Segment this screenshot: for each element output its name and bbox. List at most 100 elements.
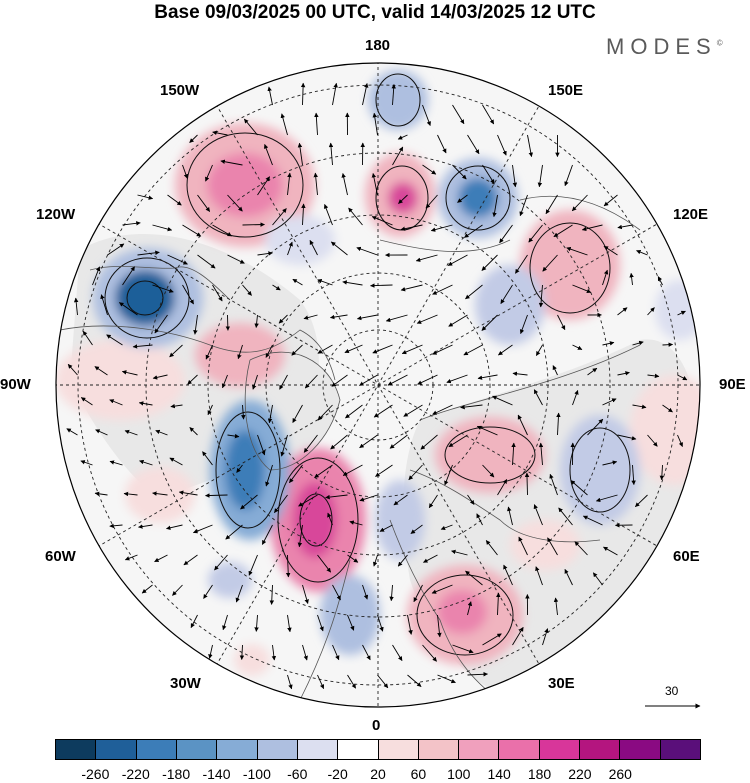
wind-arrow xyxy=(297,524,303,548)
anomaly-neg-g xyxy=(475,265,545,345)
contour-lines xyxy=(104,73,631,656)
wind-arrow xyxy=(94,491,108,497)
wind-arrow xyxy=(393,494,408,506)
wind-arrow xyxy=(243,118,258,136)
wind-arrow xyxy=(452,644,474,654)
wind-arrow xyxy=(193,314,198,335)
map-title: Base 09/03/2025 00 UTC, valid 14/03/2025… xyxy=(154,2,596,23)
wind-arrow xyxy=(460,404,483,410)
wind-arrow xyxy=(636,249,648,256)
colorbar-segment xyxy=(338,740,379,759)
wind-arrow xyxy=(485,540,498,556)
wind-arrow xyxy=(602,460,618,466)
wind-arrow xyxy=(154,314,168,334)
wind-arrow xyxy=(330,241,348,256)
wind-arrow xyxy=(423,554,438,563)
wind-arrow xyxy=(422,104,431,127)
wind-arrow xyxy=(410,524,423,534)
wind-arrow xyxy=(552,365,558,376)
wind-arrow xyxy=(422,644,437,662)
colorbar-segment xyxy=(96,740,137,759)
wind-arrow xyxy=(332,644,340,661)
wind-arrow xyxy=(167,194,182,206)
colorbar-tick-label: -100 xyxy=(242,766,271,782)
wind-arrow xyxy=(182,284,194,305)
wind-arrow xyxy=(292,404,303,423)
wind-arrow xyxy=(272,208,287,226)
wind-arrow xyxy=(391,83,396,106)
wind-arrow xyxy=(389,584,394,602)
anomaly-pos-j xyxy=(125,467,195,523)
wind-arrow xyxy=(659,464,665,481)
wind-arrow xyxy=(662,342,674,347)
wind-arrow xyxy=(440,524,453,531)
wind-arrow xyxy=(477,374,498,380)
wind-arrow xyxy=(141,584,153,594)
wind-arrow xyxy=(106,334,123,346)
wind-arrow xyxy=(271,644,277,661)
contour-neg-c xyxy=(375,73,421,127)
anomaly-pos-k xyxy=(510,520,580,570)
wind-arrow xyxy=(400,284,423,292)
wind-arrow xyxy=(496,592,501,616)
wind-arrow xyxy=(549,473,558,496)
wind-arrow xyxy=(497,479,508,496)
wind-arrow xyxy=(572,389,579,406)
wind-arrow xyxy=(403,404,423,417)
lon-label-60e: 60E xyxy=(673,548,700,565)
wind-arrow xyxy=(397,554,408,567)
wind-arrow xyxy=(437,134,447,154)
wind-arrow xyxy=(407,614,413,635)
brand-name: MODES xyxy=(606,34,717,59)
colorbar-tick-label: -140 xyxy=(202,766,231,782)
wind-arrow xyxy=(553,597,559,616)
wind-arrow xyxy=(482,104,495,125)
wind-arrow xyxy=(387,374,408,386)
wind-arrow xyxy=(657,276,663,286)
wind-arrow xyxy=(465,570,483,586)
wind-arrow xyxy=(314,464,333,479)
wind-arrow xyxy=(182,224,202,237)
wind-arrow xyxy=(317,674,325,690)
wind-arrow xyxy=(302,644,308,661)
wind-arrow xyxy=(347,614,355,631)
wind-scale-label: 30 xyxy=(665,684,679,698)
wind-arrow xyxy=(425,194,438,209)
lon-label-0: 0 xyxy=(372,717,381,734)
colorbar-tick-label: 220 xyxy=(568,766,592,782)
wind-arrow xyxy=(431,584,453,594)
wind-arrow xyxy=(214,554,228,571)
wind-arrow xyxy=(285,554,291,578)
wind-arrow xyxy=(317,554,332,573)
wind-arrow xyxy=(556,412,561,436)
wind-arrow xyxy=(617,224,633,230)
wind-arrow xyxy=(564,164,573,187)
wind-arrow xyxy=(239,644,245,660)
wind-arrow xyxy=(542,254,558,272)
colorbar-segment xyxy=(257,740,298,759)
wind-arrow xyxy=(632,404,647,409)
wind-arrow xyxy=(257,176,270,196)
wind-arrow xyxy=(430,224,453,232)
wind-arrow xyxy=(330,434,348,450)
wind-arrow xyxy=(137,194,154,200)
wind-arrow xyxy=(317,344,333,354)
wind-arrow xyxy=(124,429,138,436)
wind-arrow xyxy=(566,246,588,256)
wind-arrow xyxy=(497,134,507,156)
wind-arrow xyxy=(252,374,258,390)
wind-arrow xyxy=(272,284,281,291)
wind-arrow xyxy=(635,494,648,507)
wind-arrow xyxy=(317,278,333,286)
wind-arrow xyxy=(476,513,483,526)
wind-arrow xyxy=(392,146,404,166)
wind-arrow xyxy=(463,344,483,356)
wind-arrow xyxy=(208,644,213,659)
wind-arrow xyxy=(189,134,198,143)
wind-arrow xyxy=(170,403,183,409)
wind-arrow xyxy=(617,307,628,316)
wind-arrow xyxy=(222,614,228,631)
colorbar-segment xyxy=(217,740,258,759)
wind-arrow xyxy=(362,644,371,661)
